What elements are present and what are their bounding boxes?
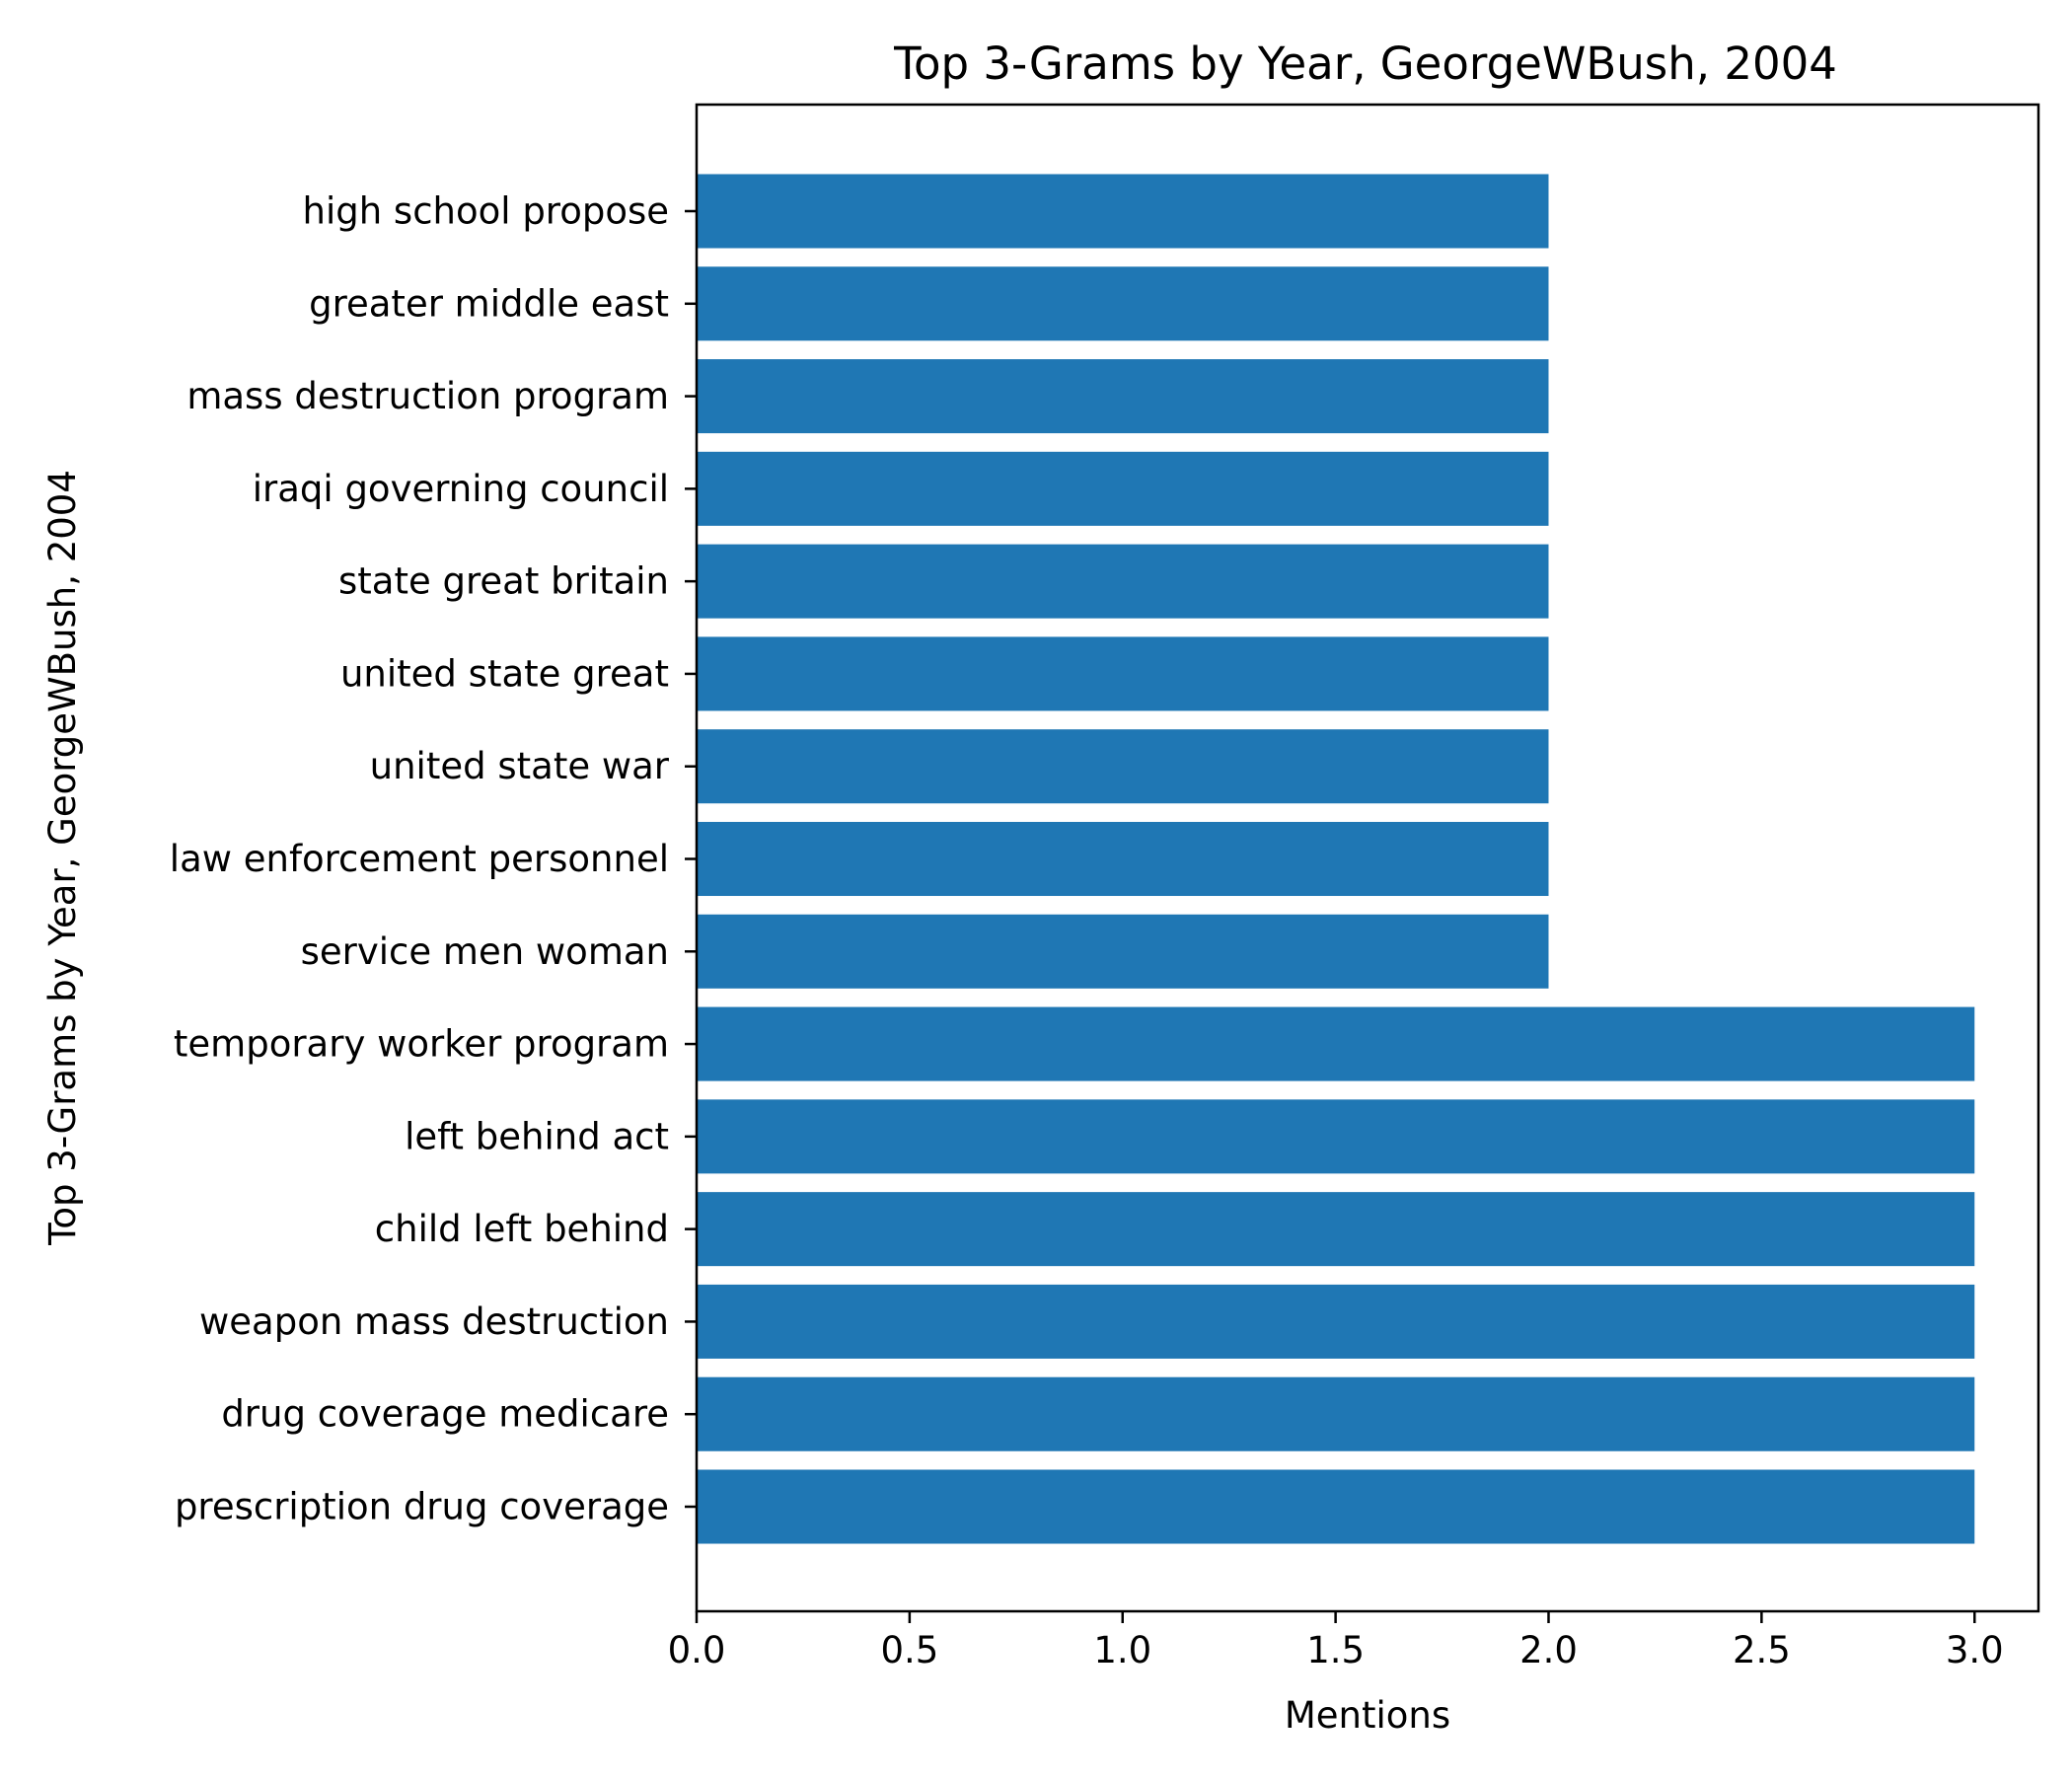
plot-frame <box>695 103 2040 1613</box>
x-axis-ticks: 0.0 0.5 1.0 1.5 2.0 2.5 3.0 <box>668 1611 2004 1671</box>
bar <box>697 1469 1975 1544</box>
bars-layer <box>697 174 1975 1544</box>
category-label: high school propose <box>303 190 670 233</box>
bar <box>697 821 1549 897</box>
category-label: prescription drug coverage <box>175 1486 669 1528</box>
bar <box>697 451 1549 526</box>
bar <box>697 1284 1975 1359</box>
x-tick-label: 3.0 <box>1946 1629 2004 1671</box>
category-label: united state war <box>370 745 670 787</box>
category-label: mass destruction program <box>186 375 669 417</box>
x-tick-label: 0.0 <box>668 1629 726 1671</box>
x-tick-label: 2.0 <box>1519 1629 1578 1671</box>
bar <box>697 729 1549 804</box>
category-label: law enforcement personnel <box>170 838 669 880</box>
y-axis-label: Top 3-Grams by Year, GeorgeWBush, 2004 <box>41 470 84 1246</box>
bar <box>697 1376 1975 1451</box>
category-label: greater middle east <box>309 282 669 325</box>
x-tick-label: 1.0 <box>1093 1629 1151 1671</box>
x-tick-label: 2.5 <box>1733 1629 1791 1671</box>
bar <box>697 1099 1975 1174</box>
category-label: drug coverage medicare <box>221 1393 669 1436</box>
bar <box>697 1192 1975 1267</box>
bar <box>697 266 1549 341</box>
bar <box>697 914 1549 989</box>
category-label: united state great <box>340 652 669 695</box>
bar <box>697 636 1549 711</box>
bar <box>697 359 1549 434</box>
category-label: state great britain <box>338 560 669 603</box>
chart-title: Top 3-Grams by Year, GeorgeWBush, 2004 <box>893 37 1837 90</box>
x-tick-label: 1.5 <box>1306 1629 1365 1671</box>
category-label: left behind act <box>405 1115 669 1157</box>
category-labels: prescription drug coverage drug coverage … <box>170 190 697 1528</box>
category-label: weapon mass destruction <box>199 1300 669 1343</box>
bar <box>697 1006 1975 1081</box>
category-label: child left behind <box>375 1208 669 1250</box>
bar <box>697 544 1549 619</box>
category-label: temporary worker program <box>174 1023 669 1066</box>
x-tick-label: 0.5 <box>880 1629 938 1671</box>
category-label: service men woman <box>301 930 669 973</box>
x-axis-label: Mentions <box>1285 1694 1450 1737</box>
category-label: iraqi governing council <box>253 468 669 510</box>
bar <box>697 174 1549 249</box>
